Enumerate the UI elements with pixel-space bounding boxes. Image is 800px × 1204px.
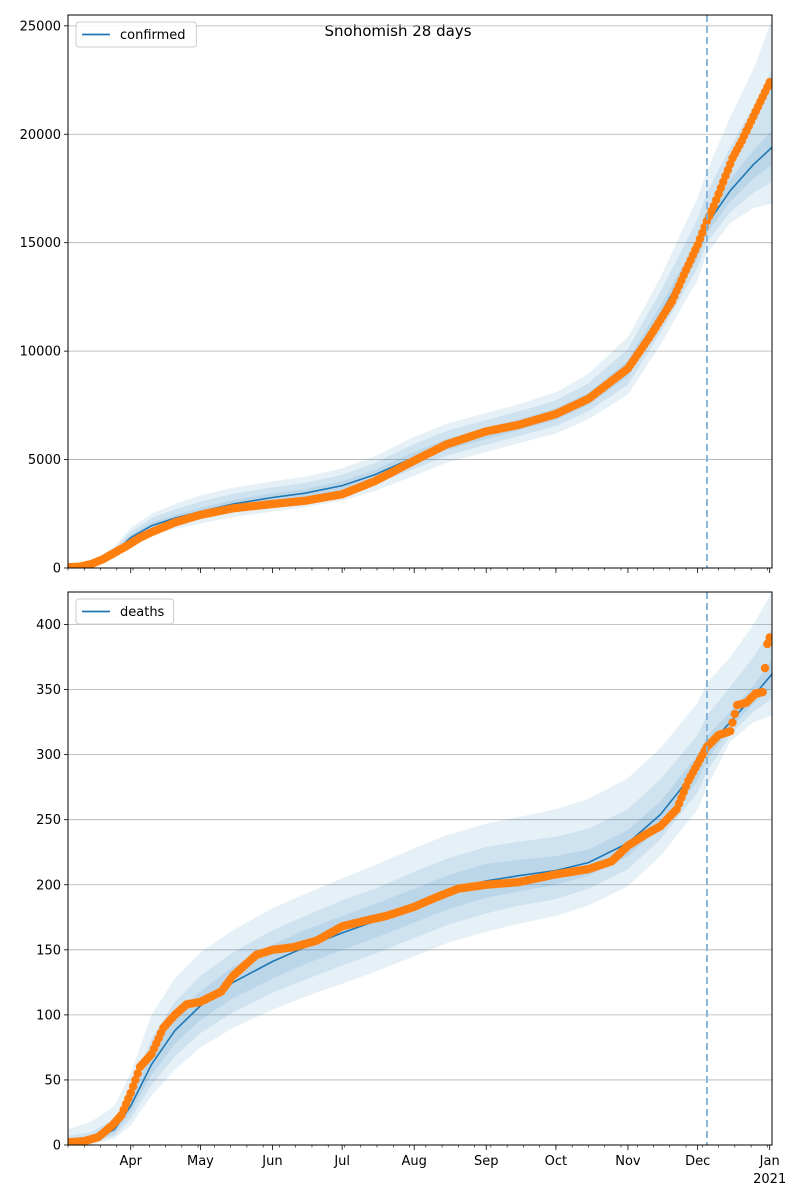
y-tick-label: 25000 xyxy=(20,19,61,34)
y-tick-label: 200 xyxy=(36,878,61,893)
y-tick-label: 0 xyxy=(53,562,61,577)
x-tick-label: Sep xyxy=(474,1154,499,1169)
observed-point xyxy=(126,1088,135,1098)
x-tick-label: Jun xyxy=(261,1154,282,1169)
chart-panels: 0 5000 10000 15000 20000 25000 confirmed 0 50 100… xyxy=(20,14,786,1187)
x-tick-label: May xyxy=(187,1154,214,1169)
observed-point xyxy=(730,709,739,719)
y-tick-label: 50 xyxy=(44,1073,61,1088)
chart-panel-confirmed: 0 5000 10000 15000 20000 25000 confirmed xyxy=(20,14,773,577)
uncertainty-band-1 xyxy=(68,592,772,1145)
plot-area xyxy=(68,592,772,1145)
legend-deaths: deaths xyxy=(75,598,175,625)
y-tick-label: 150 xyxy=(36,943,61,958)
x-tick-label: Nov xyxy=(615,1154,641,1169)
legend-box xyxy=(75,21,197,48)
y-tick-label: 5000 xyxy=(28,453,61,468)
observed-point xyxy=(765,633,772,642)
x-year-label: 2021 xyxy=(753,1172,786,1187)
x-tick-label: Apr xyxy=(119,1154,142,1169)
observed-point xyxy=(760,663,770,673)
observed-point xyxy=(128,1082,138,1091)
y-tick-label: 10000 xyxy=(20,345,61,360)
x-tick-label: Aug xyxy=(401,1154,426,1169)
observed-point xyxy=(765,78,772,87)
observed-point xyxy=(758,688,767,697)
y-tick-label: 15000 xyxy=(20,236,61,251)
legend-box xyxy=(75,598,175,625)
x-tick-label: Jan xyxy=(759,1154,780,1169)
observed-point xyxy=(726,727,735,736)
observed-point xyxy=(131,1075,140,1085)
plot-area xyxy=(68,19,772,568)
x-tick-label: Dec xyxy=(685,1154,710,1169)
y-tick-label: 350 xyxy=(36,683,61,698)
y-tick-label: 20000 xyxy=(20,128,61,143)
y-tick-label: 400 xyxy=(36,618,61,633)
legend-label: deaths xyxy=(120,605,165,620)
uncertainty-band-2 xyxy=(68,628,772,1145)
figure-title: Snohomish 28 days xyxy=(324,22,471,40)
y-tick-label: 300 xyxy=(36,748,61,763)
x-tick-label: Oct xyxy=(545,1154,567,1169)
legend-label: confirmed xyxy=(120,28,186,43)
observed-point xyxy=(763,639,772,649)
observed-point xyxy=(133,1069,142,1078)
x-tick-label: Jul xyxy=(333,1154,350,1169)
panel-frame xyxy=(67,14,773,569)
y-tick-label: 100 xyxy=(36,1008,61,1023)
observed-point xyxy=(728,718,737,727)
y-tick-label: 0 xyxy=(53,1139,61,1154)
legend-confirmed: confirmed xyxy=(75,21,197,48)
chart-panel-deaths: 0 50 100 150 200 250 300 350 400 Apr May Jun Jul Aug S… xyxy=(36,591,786,1187)
panel-frame xyxy=(67,591,773,1146)
y-tick-label: 250 xyxy=(36,813,61,828)
